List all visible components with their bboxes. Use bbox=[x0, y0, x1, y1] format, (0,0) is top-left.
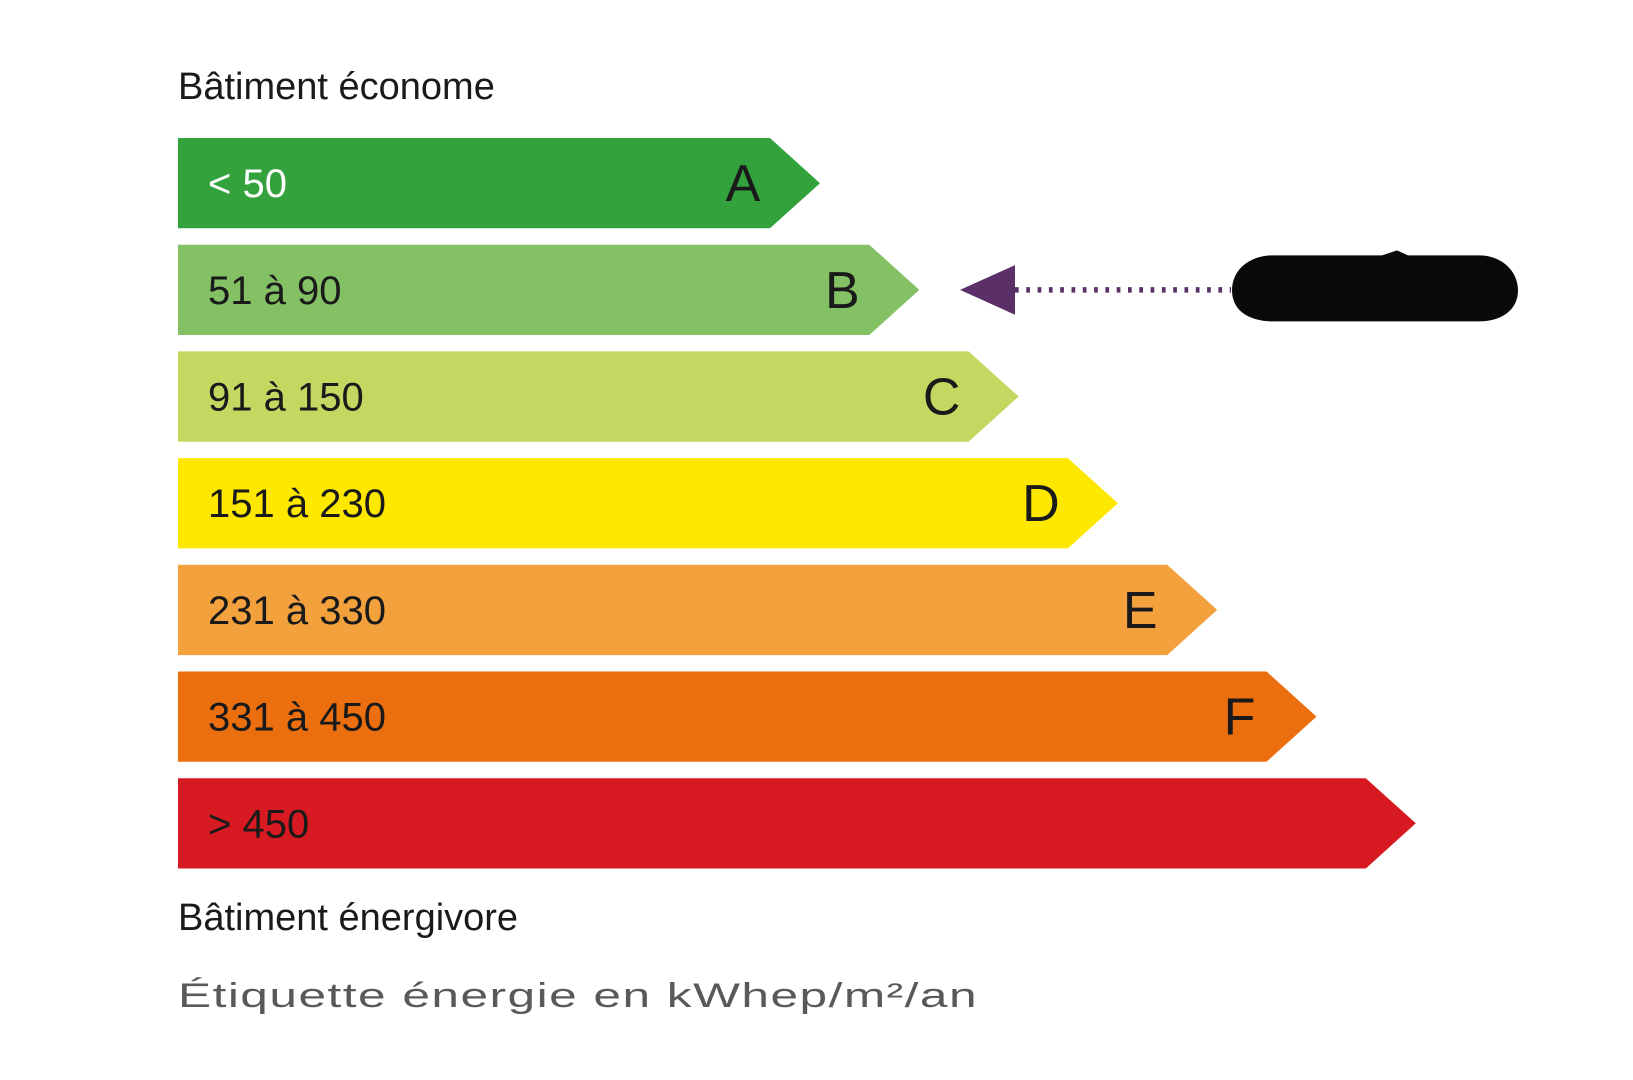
svg-text:331 à 450: 331 à 450 bbox=[208, 696, 386, 740]
svg-text:151 à 230: 151 à 230 bbox=[208, 482, 386, 526]
svg-text:231 à 330: 231 à 330 bbox=[208, 589, 386, 633]
svg-text:F: F bbox=[1224, 689, 1256, 747]
svg-text:B: B bbox=[825, 262, 860, 320]
svg-text:51 à 90: 51 à 90 bbox=[208, 269, 341, 313]
svg-text:D: D bbox=[1022, 475, 1060, 533]
svg-text:< 50: < 50 bbox=[208, 162, 287, 206]
svg-text:> 450: > 450 bbox=[208, 802, 309, 846]
svg-text:E: E bbox=[1123, 582, 1158, 640]
svg-text:A: A bbox=[726, 155, 761, 213]
svg-text:C: C bbox=[923, 369, 961, 427]
svg-text:91 à 150: 91 à 150 bbox=[208, 376, 364, 420]
